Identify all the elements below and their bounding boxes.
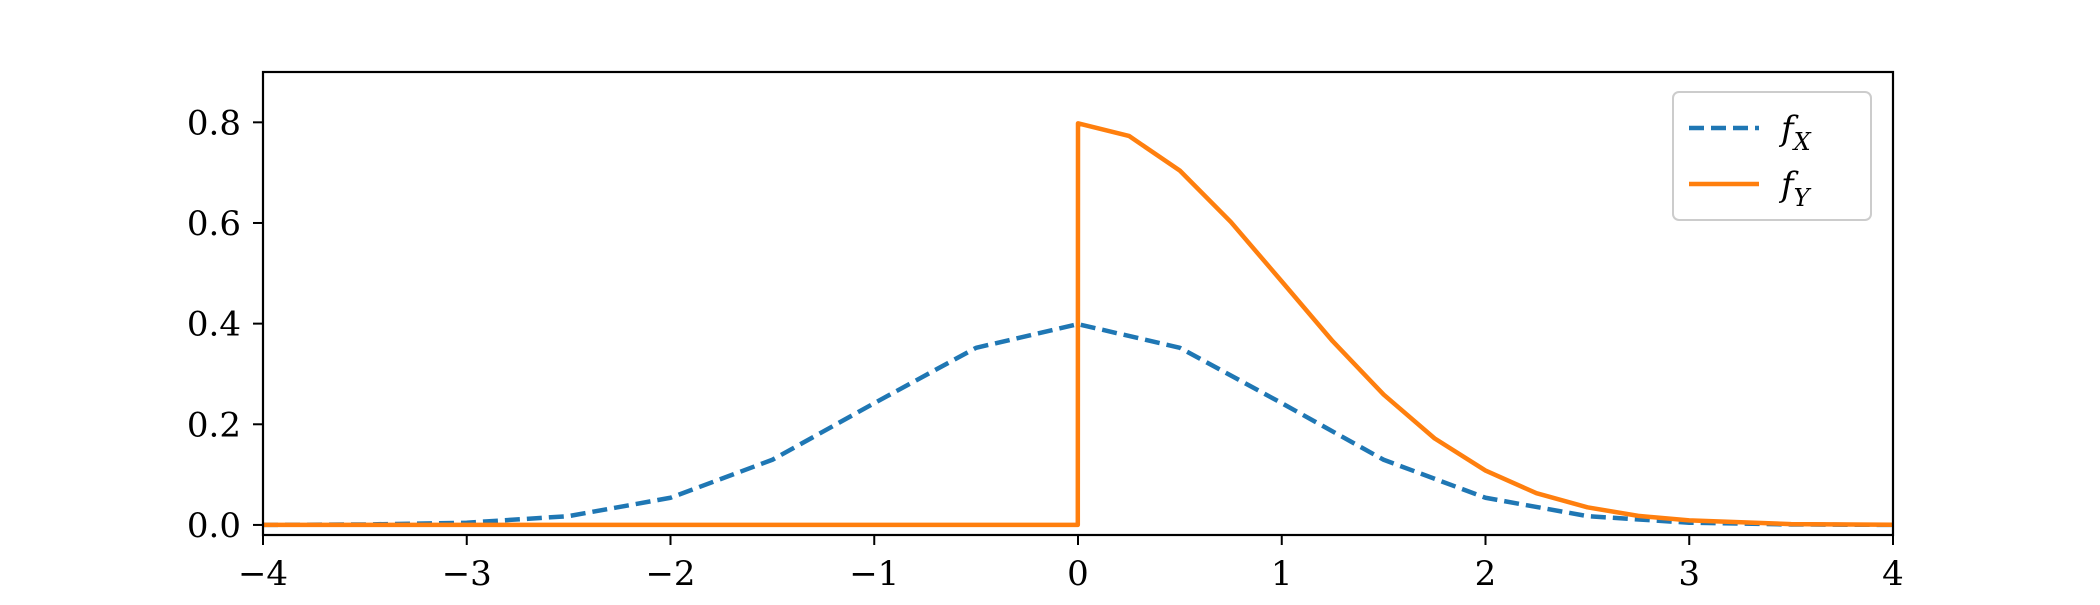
y-tick-label: 0.6 (187, 204, 241, 244)
legend-box (1672, 91, 1872, 221)
x-tick-label: −4 (238, 554, 288, 594)
y-tick-label: 0.0 (187, 506, 241, 546)
series-line-fX (262, 321, 1894, 528)
series-line-fY (263, 121, 1894, 528)
y-tick-label: 0.4 (187, 305, 241, 345)
x-tick-label: 1 (1271, 554, 1293, 594)
x-tick-label: 4 (1882, 554, 1904, 594)
y-tick-label: 0.8 (187, 103, 241, 143)
x-tick-label: −2 (645, 554, 695, 594)
x-tick-label: −1 (849, 554, 899, 594)
x-tick-label: −3 (442, 554, 492, 594)
x-tick-label: 3 (1678, 554, 1700, 594)
series-layer (262, 121, 1894, 528)
x-tick-label: 0 (1067, 554, 1089, 594)
x-tick-label: 2 (1475, 554, 1497, 594)
x-axis: −4 −3 −2 −1 0 1 2 3 4 (238, 535, 1904, 594)
y-tick-label: 0.2 (187, 405, 241, 445)
y-axis: 0.0 0.2 0.4 0.6 0.8 (187, 103, 263, 546)
